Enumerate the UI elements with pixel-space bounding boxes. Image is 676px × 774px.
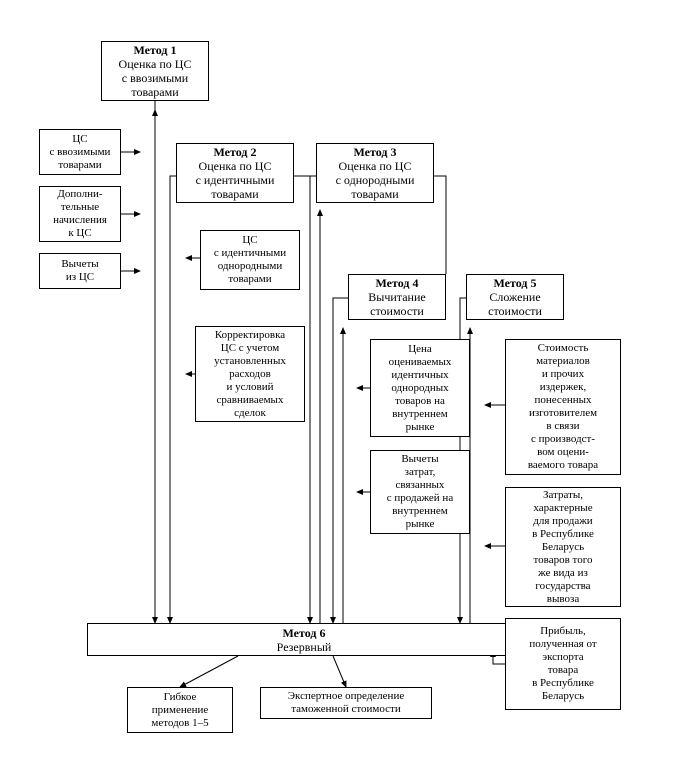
connector <box>310 176 316 623</box>
node-m6a: Гибкое применение методов 1–5 <box>127 687 233 733</box>
node-label: Цена оцениваемых идентичных однородных т… <box>389 343 452 434</box>
node-m2: Метод 2Оценка по ЦСс идентичнымитоварами <box>176 143 294 203</box>
node-m5a: Стоимость материалов и прочих издержек, … <box>505 339 621 475</box>
node-label: Вычеты из ЦС <box>61 258 98 284</box>
node-label: ЦС с идентичными однородными товарами <box>214 234 286 286</box>
node-m1c: Вычеты из ЦС <box>39 253 121 289</box>
node-label: Стоимость материалов и прочих издержек, … <box>528 342 598 472</box>
node-label: ЦС с ввозимыми товарами <box>50 133 111 172</box>
node-label: Затраты, характерные для продажи в Респу… <box>532 489 594 606</box>
connector <box>180 656 238 687</box>
node-label: Прибыль, полученная от экспорта товара в… <box>529 625 596 703</box>
node-m1b: Дополни- тельные начисления к ЦС <box>39 186 121 242</box>
node-label: Дополни- тельные начисления к ЦС <box>53 188 107 240</box>
node-m2b: Корректировка ЦС с учетом установленных … <box>195 326 305 422</box>
node-label: Корректировка ЦС с учетом установленных … <box>214 329 286 420</box>
node-label: Метод 2Оценка по ЦСс идентичнымитоварами <box>196 145 275 201</box>
node-m4: Метод 4Вычитаниестоимости <box>348 274 446 320</box>
node-m2a: ЦС с идентичными однородными товарами <box>200 230 300 290</box>
node-label: Метод 3Оценка по ЦСс однороднымитоварами <box>336 145 415 201</box>
node-label: Метод 6Резервный <box>277 626 332 654</box>
node-label: Метод 1Оценка по ЦСс ввозимымитоварами <box>119 43 192 99</box>
node-m3: Метод 3Оценка по ЦСс однороднымитоварами <box>316 143 434 203</box>
connector <box>333 656 346 687</box>
node-label: Экспертное определение таможенной стоимо… <box>288 690 404 716</box>
connector <box>333 298 348 623</box>
node-m1: Метод 1Оценка по ЦСс ввозимымитоварами <box>101 41 209 101</box>
node-m5: Метод 5Сложениестоимости <box>466 274 564 320</box>
node-m5b: Затраты, характерные для продажи в Респу… <box>505 487 621 607</box>
node-label: Метод 5Сложениестоимости <box>488 276 542 318</box>
node-m1a: ЦС с ввозимыми товарами <box>39 129 121 175</box>
node-m4b: Вычеты затрат, связанных с продажей на в… <box>370 450 470 534</box>
node-m5c: Прибыль, полученная от экспорта товара в… <box>505 618 621 710</box>
node-label: Гибкое применение методов 1–5 <box>151 691 208 730</box>
node-m4a: Цена оцениваемых идентичных однородных т… <box>370 339 470 437</box>
connector <box>170 176 176 623</box>
node-label: Метод 4Вычитаниестоимости <box>368 276 425 318</box>
connector <box>434 176 446 274</box>
node-m6: Метод 6Резервный <box>87 623 521 656</box>
node-label: Вычеты затрат, связанных с продажей на в… <box>387 453 453 531</box>
node-m6b: Экспертное определение таможенной стоимо… <box>260 687 432 719</box>
